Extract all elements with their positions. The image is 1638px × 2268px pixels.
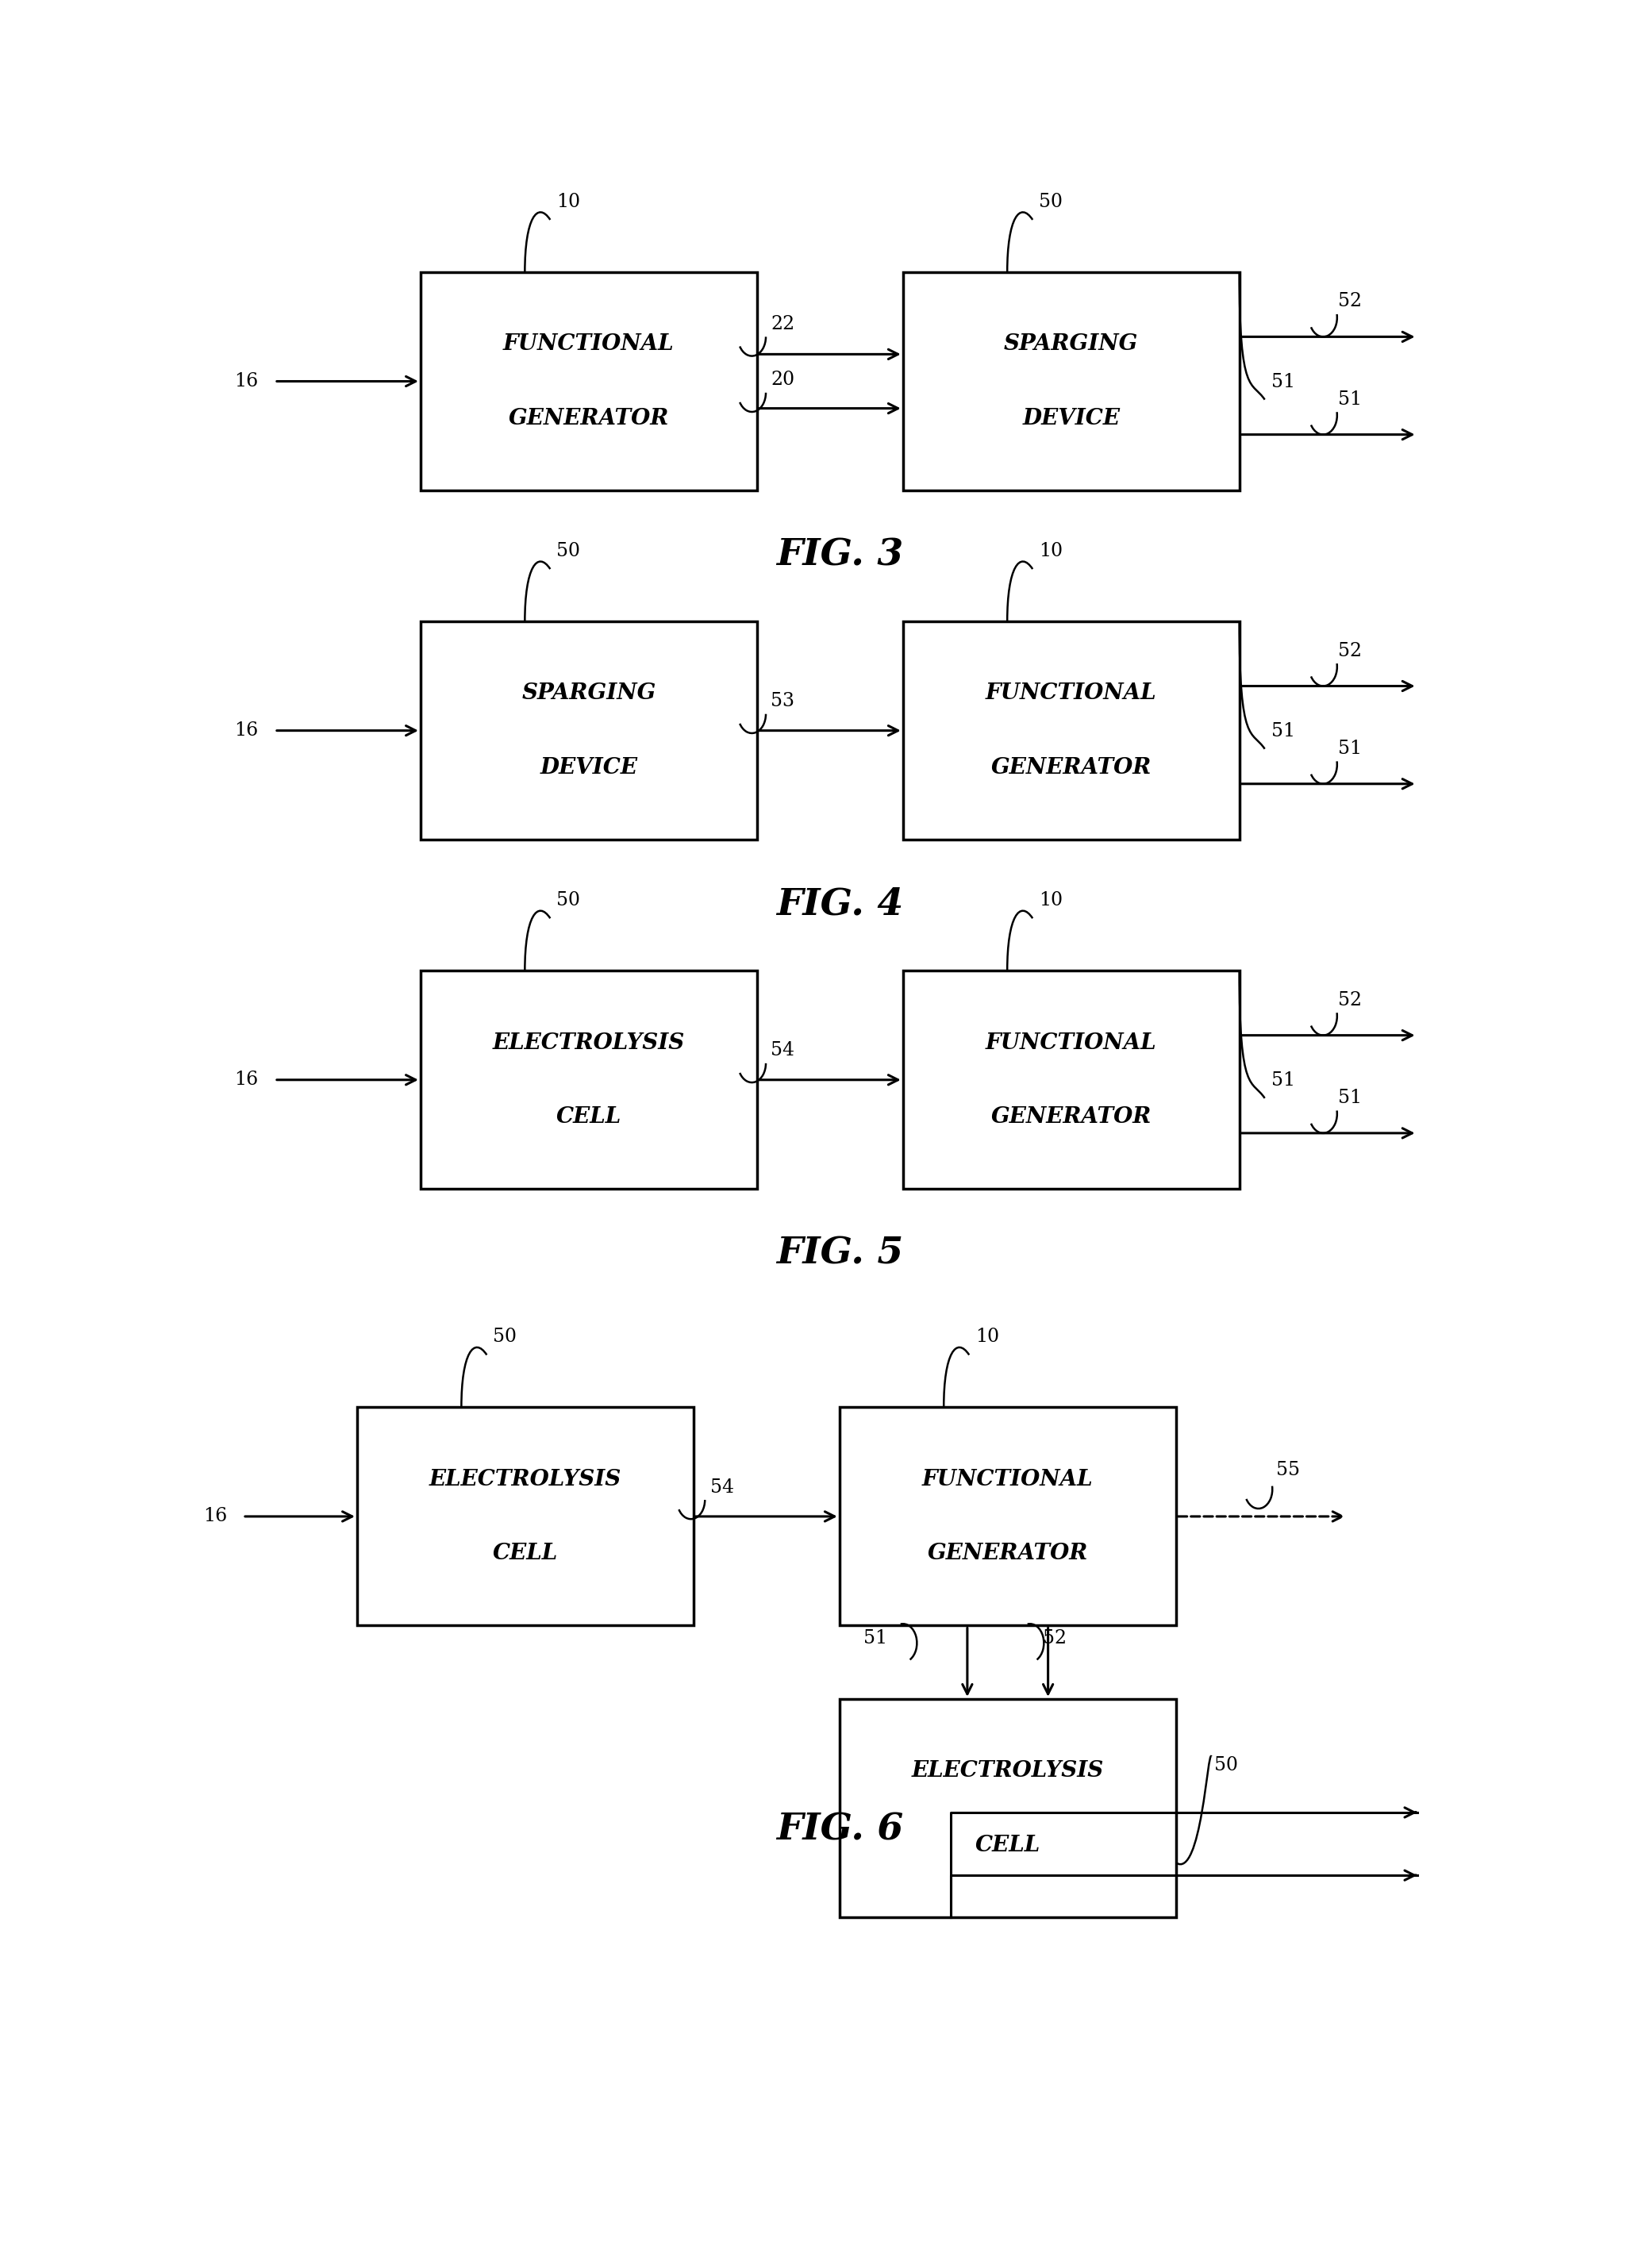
Text: SPARGING: SPARGING: [521, 683, 655, 703]
Text: FUNCTIONAL: FUNCTIONAL: [503, 333, 675, 354]
Text: GENERATOR: GENERATOR: [927, 1542, 1088, 1565]
Text: 54: 54: [709, 1479, 734, 1497]
Text: 51: 51: [1338, 390, 1363, 408]
Text: ELECTROLYSIS: ELECTROLYSIS: [912, 1760, 1104, 1783]
Text: FIG. 5: FIG. 5: [776, 1236, 903, 1272]
Text: 50: 50: [557, 542, 580, 560]
Text: FUNCTIONAL: FUNCTIONAL: [986, 683, 1156, 703]
Text: 51: 51: [1271, 721, 1296, 739]
Bar: [840, 1699, 1176, 1916]
Text: FIG. 3: FIG. 3: [776, 538, 903, 574]
Bar: [903, 621, 1240, 839]
Text: 50: 50: [1214, 1755, 1238, 1774]
Text: 50: 50: [493, 1329, 518, 1347]
Text: 16: 16: [234, 1070, 259, 1089]
Bar: [840, 1406, 1176, 1626]
Bar: [421, 971, 757, 1188]
Text: CELL: CELL: [557, 1107, 621, 1127]
Text: 52: 52: [1338, 642, 1363, 660]
Text: 50: 50: [557, 891, 580, 909]
Text: 54: 54: [771, 1041, 794, 1059]
Bar: [421, 621, 757, 839]
Bar: [421, 272, 757, 490]
Text: FUNCTIONAL: FUNCTIONAL: [986, 1032, 1156, 1052]
Text: GENERATOR: GENERATOR: [991, 1107, 1152, 1127]
Text: GENERATOR: GENERATOR: [991, 758, 1152, 778]
Text: 51: 51: [863, 1628, 888, 1647]
Text: 16: 16: [203, 1508, 228, 1526]
Text: 51: 51: [1338, 739, 1363, 758]
Text: ELECTROLYSIS: ELECTROLYSIS: [493, 1032, 685, 1052]
Text: 10: 10: [976, 1329, 999, 1347]
Text: CELL: CELL: [975, 1835, 1040, 1855]
Text: SPARGING: SPARGING: [1004, 333, 1138, 354]
Text: CELL: CELL: [493, 1542, 559, 1565]
Text: FIG. 4: FIG. 4: [776, 887, 903, 923]
Text: 10: 10: [1038, 542, 1063, 560]
Text: 55: 55: [1276, 1461, 1301, 1479]
Text: DEVICE: DEVICE: [1022, 408, 1120, 429]
Text: 52: 52: [1043, 1628, 1066, 1647]
Text: 22: 22: [771, 315, 794, 333]
Text: 51: 51: [1338, 1089, 1363, 1107]
Text: 16: 16: [234, 721, 259, 739]
Text: DEVICE: DEVICE: [541, 758, 637, 778]
Text: 20: 20: [771, 372, 794, 390]
Text: 52: 52: [1338, 293, 1363, 311]
Text: 10: 10: [1038, 891, 1063, 909]
Text: FIG. 6: FIG. 6: [776, 1812, 903, 1848]
Bar: [903, 971, 1240, 1188]
Text: GENERATOR: GENERATOR: [508, 408, 668, 429]
Text: 51: 51: [1271, 372, 1296, 390]
Text: 16: 16: [234, 372, 259, 390]
Text: ELECTROLYSIS: ELECTROLYSIS: [429, 1470, 621, 1490]
Text: 10: 10: [557, 193, 580, 211]
Text: 50: 50: [1038, 193, 1063, 211]
Bar: [357, 1406, 693, 1626]
Text: 52: 52: [1338, 991, 1363, 1009]
Text: 53: 53: [771, 692, 794, 710]
Text: FUNCTIONAL: FUNCTIONAL: [922, 1470, 1093, 1490]
Text: 51: 51: [1271, 1070, 1296, 1089]
Bar: [903, 272, 1240, 490]
